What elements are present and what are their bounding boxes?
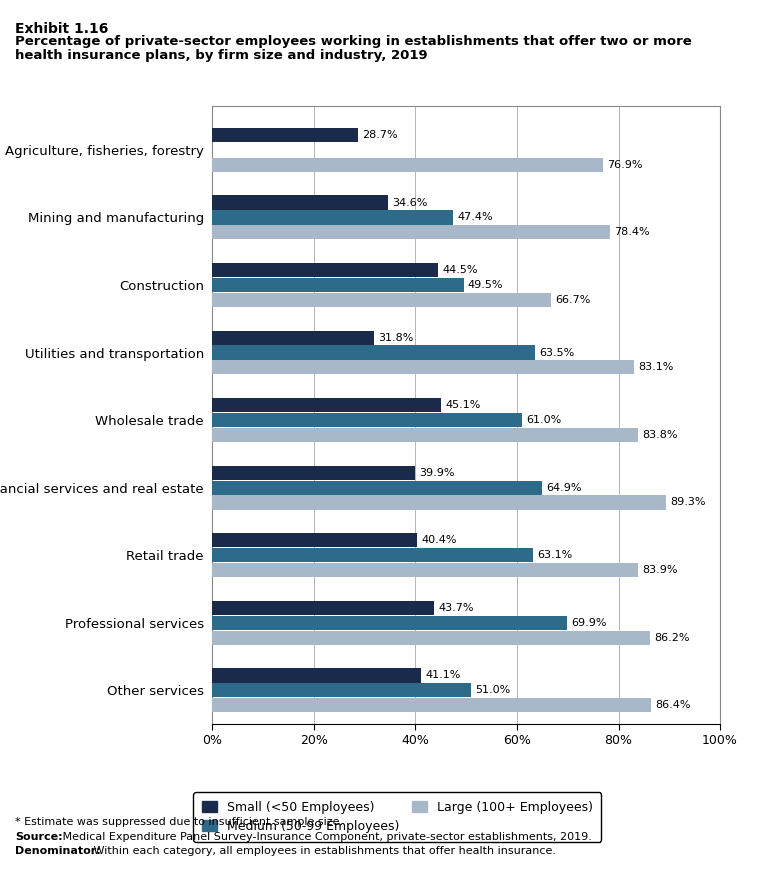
Text: 61.0%: 61.0% — [526, 415, 562, 425]
Text: 47.4%: 47.4% — [457, 213, 493, 223]
Text: 63.5%: 63.5% — [539, 348, 574, 358]
Text: 76.9%: 76.9% — [607, 160, 642, 170]
Bar — [212, 330, 374, 344]
Bar — [212, 263, 438, 277]
Bar — [212, 225, 610, 239]
Bar — [212, 630, 650, 645]
Bar — [212, 128, 358, 142]
Bar — [212, 398, 441, 412]
Text: health insurance plans, by firm size and industry, 2019: health insurance plans, by firm size and… — [15, 49, 428, 62]
Text: 43.7%: 43.7% — [438, 603, 474, 613]
Bar — [212, 615, 567, 630]
Text: 83.8%: 83.8% — [642, 430, 678, 440]
Bar — [212, 683, 471, 698]
Bar — [212, 413, 522, 427]
Text: Denominator:: Denominator: — [15, 846, 101, 856]
Text: * Estimate was suppressed due to insufficient sample size.: * Estimate was suppressed due to insuffi… — [15, 817, 343, 826]
Bar — [212, 210, 453, 224]
Bar — [212, 533, 418, 547]
Text: Exhibit 1.16: Exhibit 1.16 — [15, 22, 108, 36]
Bar — [212, 548, 533, 562]
Text: 41.1%: 41.1% — [425, 670, 460, 681]
Text: 64.9%: 64.9% — [546, 483, 581, 493]
Bar — [212, 495, 666, 509]
Text: 66.7%: 66.7% — [555, 295, 590, 305]
Text: 89.3%: 89.3% — [670, 497, 706, 508]
Text: 83.1%: 83.1% — [638, 362, 674, 373]
Bar — [212, 293, 551, 307]
Bar — [212, 668, 421, 683]
Text: 39.9%: 39.9% — [419, 468, 455, 478]
Text: 28.7%: 28.7% — [362, 130, 398, 140]
Bar — [212, 195, 388, 209]
Text: 51.0%: 51.0% — [475, 685, 511, 695]
Bar — [212, 465, 415, 479]
Text: 86.4%: 86.4% — [655, 700, 691, 710]
Text: Medical Expenditure Panel Survey-Insurance Component, private-sector establishme: Medical Expenditure Panel Survey-Insuran… — [59, 832, 592, 841]
Bar — [212, 480, 542, 494]
Text: 45.1%: 45.1% — [446, 400, 481, 411]
Bar — [212, 428, 637, 442]
Bar — [212, 278, 464, 292]
Text: 86.2%: 86.2% — [654, 632, 690, 643]
Bar — [212, 600, 434, 615]
Bar — [212, 698, 651, 713]
Text: 83.9%: 83.9% — [642, 565, 678, 575]
Text: 63.1%: 63.1% — [537, 550, 572, 560]
Text: 69.9%: 69.9% — [572, 618, 607, 628]
Bar — [212, 345, 534, 359]
Text: Source:: Source: — [15, 832, 63, 841]
Bar — [212, 563, 638, 577]
Text: 44.5%: 44.5% — [443, 265, 478, 275]
Text: 34.6%: 34.6% — [392, 198, 428, 208]
Bar — [212, 360, 634, 374]
Text: 31.8%: 31.8% — [377, 333, 413, 343]
Text: Percentage of private-sector employees working in establishments that offer two : Percentage of private-sector employees w… — [15, 35, 692, 49]
Text: 40.4%: 40.4% — [421, 535, 457, 546]
Legend: Small (<50 Employees), Medium (50-99 Employees), Large (100+ Employees): Small (<50 Employees), Medium (50-99 Emp… — [193, 792, 601, 841]
Bar — [212, 158, 603, 172]
Text: 49.5%: 49.5% — [468, 280, 503, 290]
Text: 78.4%: 78.4% — [615, 227, 650, 238]
Text: Within each category, all employees in establishments that offer health insuranc: Within each category, all employees in e… — [90, 846, 556, 856]
